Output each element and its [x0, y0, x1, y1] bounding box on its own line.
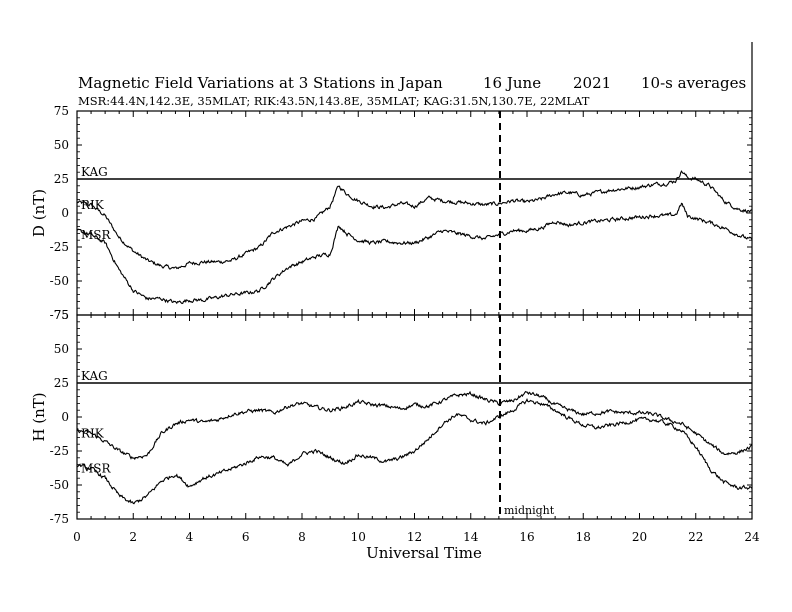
chart-year: 2021	[573, 74, 611, 92]
x-tick-label: 24	[744, 530, 760, 544]
panel-h-ylabel: H (nT)	[30, 392, 48, 441]
y-tick-label: 50	[54, 342, 69, 356]
series-label-msr: MSR	[81, 228, 112, 242]
x-tick-label: 18	[576, 530, 591, 544]
x-tick-label: 8	[298, 530, 306, 544]
y-tick-label: -75	[50, 308, 69, 322]
y-tick-label: 25	[54, 376, 69, 390]
y-tick-label: -25	[50, 444, 69, 458]
series-label-rik: RIK	[81, 198, 105, 212]
series-line-rik	[76, 170, 753, 270]
x-tick-label: 16	[519, 530, 534, 544]
y-tick-label: -50	[50, 274, 69, 288]
chart-date: 16 June	[483, 74, 541, 92]
panel-h-frame	[76, 314, 753, 520]
series-label-rik: RIK	[81, 426, 105, 440]
x-tick-label: 4	[186, 530, 194, 544]
y-tick-label: 75	[54, 308, 69, 322]
y-tick-label: -25	[50, 240, 69, 254]
y-tick-label: -50	[50, 478, 69, 492]
x-tick-label: 20	[632, 530, 647, 544]
series-label-msr: MSR	[81, 462, 112, 476]
series-line-rik	[76, 390, 753, 461]
chart-title: Magnetic Field Variations at 3 Stations …	[78, 74, 443, 92]
series-label-kag: KAG	[81, 369, 108, 383]
series-label-kag: KAG	[81, 165, 108, 179]
chart-averaging: 10-s averages	[641, 74, 746, 92]
x-tick-label: 14	[463, 530, 479, 544]
panel-d: 75 50 25 0 -25 -50 -75 KAG RIK MSR	[50, 104, 753, 322]
panel-h: 75 50 25 0 -25 -50 -75 KAG RIK MSR	[50, 308, 753, 526]
x-tick-label: 0	[73, 530, 81, 544]
midnight-label: midnight	[504, 504, 555, 517]
x-tick-label: 12	[407, 530, 422, 544]
y-tick-label: 25	[54, 172, 69, 186]
y-tick-label: 50	[54, 138, 69, 152]
panel-d-ylabel: D (nT)	[30, 189, 48, 237]
x-axis-label: Universal Time	[366, 544, 482, 562]
station-info: MSR:44.4N,142.3E, 35MLAT; RIK:43.5N,143.…	[78, 94, 590, 108]
series-line-msr	[76, 202, 753, 305]
x-tick-label: 22	[688, 530, 703, 544]
panel-d-frame	[76, 110, 753, 316]
y-tick-label: 0	[61, 206, 69, 220]
series-line-msr	[76, 398, 753, 505]
y-tick-label: 75	[54, 104, 69, 118]
x-tick-label: 2	[129, 530, 137, 544]
y-tick-label: 0	[61, 410, 69, 424]
x-tick-label: 6	[242, 530, 250, 544]
x-axis-ticks: 0 2 4 6 8 10 12 14 16 18 20 22 24	[73, 530, 760, 544]
y-tick-label: -75	[50, 512, 69, 526]
x-tick-label: 10	[351, 530, 366, 544]
